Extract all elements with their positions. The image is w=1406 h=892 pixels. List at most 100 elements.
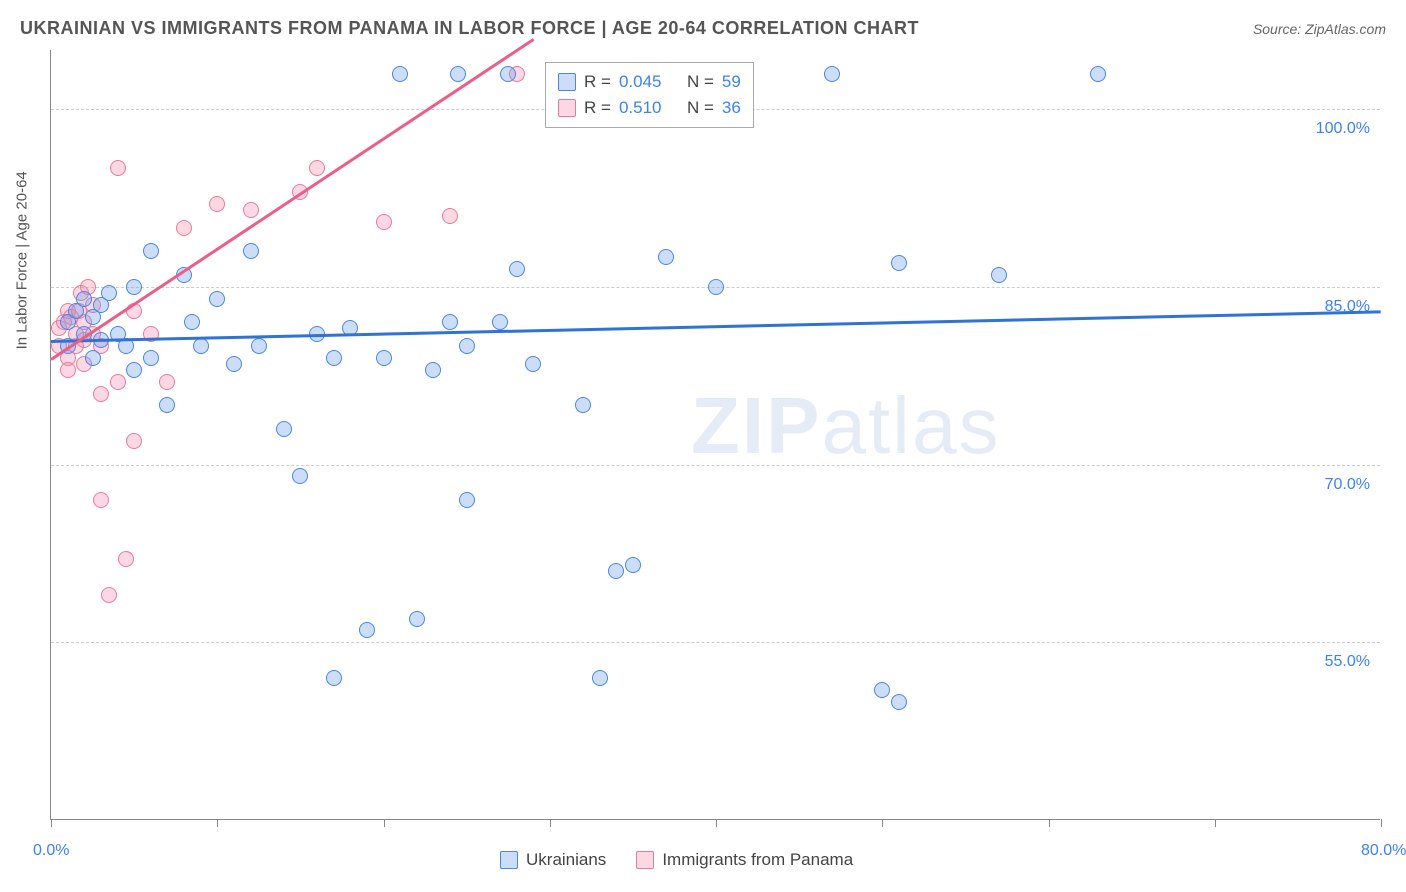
data-point xyxy=(93,386,109,402)
x-tick xyxy=(1049,819,1050,827)
data-point xyxy=(309,160,325,176)
data-point xyxy=(442,314,458,330)
x-tick-label: 80.0% xyxy=(1361,842,1406,860)
x-tick xyxy=(51,819,52,827)
legend-row: R = 0.045 N = 59 xyxy=(558,69,741,95)
y-axis-label: In Labor Force | Age 20-64 xyxy=(14,171,31,349)
data-point xyxy=(243,202,259,218)
data-point xyxy=(126,362,142,378)
r-value: 0.045 xyxy=(619,72,679,92)
n-label: N = xyxy=(687,98,714,118)
x-tick xyxy=(550,819,551,827)
data-point xyxy=(874,682,890,698)
data-point xyxy=(276,421,292,437)
data-point xyxy=(251,338,267,354)
legend-label: Ukrainians xyxy=(526,850,606,870)
trend-line-pink xyxy=(50,38,533,360)
data-point xyxy=(492,314,508,330)
data-point xyxy=(93,492,109,508)
data-point xyxy=(708,279,724,295)
data-point xyxy=(425,362,441,378)
data-point xyxy=(991,267,1007,283)
data-point xyxy=(326,670,342,686)
data-point xyxy=(509,261,525,277)
gridline xyxy=(51,642,1380,643)
data-point xyxy=(575,397,591,413)
x-tick xyxy=(1215,819,1216,827)
data-point xyxy=(500,66,516,82)
legend-swatch xyxy=(558,73,576,91)
data-point xyxy=(243,243,259,259)
legend-item: Immigrants from Panama xyxy=(636,850,853,870)
r-label: R = xyxy=(584,72,611,92)
data-point xyxy=(126,433,142,449)
data-point xyxy=(409,611,425,627)
data-point xyxy=(608,563,624,579)
data-point xyxy=(110,374,126,390)
legend-swatch xyxy=(636,851,654,869)
data-point xyxy=(85,350,101,366)
n-value: 36 xyxy=(722,98,741,118)
data-point xyxy=(159,397,175,413)
data-point xyxy=(326,350,342,366)
data-point xyxy=(392,66,408,82)
data-point xyxy=(658,249,674,265)
data-point xyxy=(625,557,641,573)
y-tick-label: 100.0% xyxy=(1316,120,1370,138)
r-label: R = xyxy=(584,98,611,118)
legend-stats: R = 0.045 N = 59 R = 0.510 N = 36 xyxy=(545,62,754,128)
data-point xyxy=(459,492,475,508)
data-point xyxy=(209,291,225,307)
data-point xyxy=(450,66,466,82)
data-point xyxy=(118,551,134,567)
scatter-plot-area: ZIPatlas 55.0%70.0%85.0%100.0%0.0%80.0% xyxy=(50,50,1380,820)
n-label: N = xyxy=(687,72,714,92)
trend-line-blue xyxy=(51,311,1381,343)
data-point xyxy=(891,694,907,710)
data-point xyxy=(824,66,840,82)
x-tick-label: 0.0% xyxy=(33,842,69,860)
data-point xyxy=(110,160,126,176)
data-point xyxy=(359,622,375,638)
data-point xyxy=(143,350,159,366)
data-point xyxy=(292,468,308,484)
data-point xyxy=(891,255,907,271)
data-point xyxy=(442,208,458,224)
data-point xyxy=(101,285,117,301)
x-tick xyxy=(882,819,883,827)
gridline xyxy=(51,465,1380,466)
n-value: 59 xyxy=(722,72,741,92)
data-point xyxy=(76,291,92,307)
data-point xyxy=(159,374,175,390)
data-point xyxy=(143,243,159,259)
x-tick xyxy=(384,819,385,827)
legend-swatch xyxy=(558,99,576,117)
watermark: ZIPatlas xyxy=(691,380,1000,472)
legend-swatch xyxy=(500,851,518,869)
data-point xyxy=(60,362,76,378)
data-point xyxy=(376,214,392,230)
data-point xyxy=(525,356,541,372)
r-value: 0.510 xyxy=(619,98,679,118)
data-point xyxy=(592,670,608,686)
source-label: Source: ZipAtlas.com xyxy=(1253,21,1386,37)
data-point xyxy=(376,350,392,366)
x-tick xyxy=(1381,819,1382,827)
data-point xyxy=(176,220,192,236)
y-tick-label: 55.0% xyxy=(1325,653,1370,671)
y-tick-label: 70.0% xyxy=(1325,476,1370,494)
data-point xyxy=(126,279,142,295)
x-tick xyxy=(716,819,717,827)
data-point xyxy=(1090,66,1106,82)
x-tick xyxy=(217,819,218,827)
legend-row: R = 0.510 N = 36 xyxy=(558,95,741,121)
legend-label: Immigrants from Panama xyxy=(662,850,853,870)
chart-title: UKRAINIAN VS IMMIGRANTS FROM PANAMA IN L… xyxy=(20,18,919,39)
data-point xyxy=(193,338,209,354)
legend-series: Ukrainians Immigrants from Panama xyxy=(500,850,853,870)
data-point xyxy=(226,356,242,372)
data-point xyxy=(459,338,475,354)
data-point xyxy=(101,587,117,603)
data-point xyxy=(184,314,200,330)
data-point xyxy=(209,196,225,212)
